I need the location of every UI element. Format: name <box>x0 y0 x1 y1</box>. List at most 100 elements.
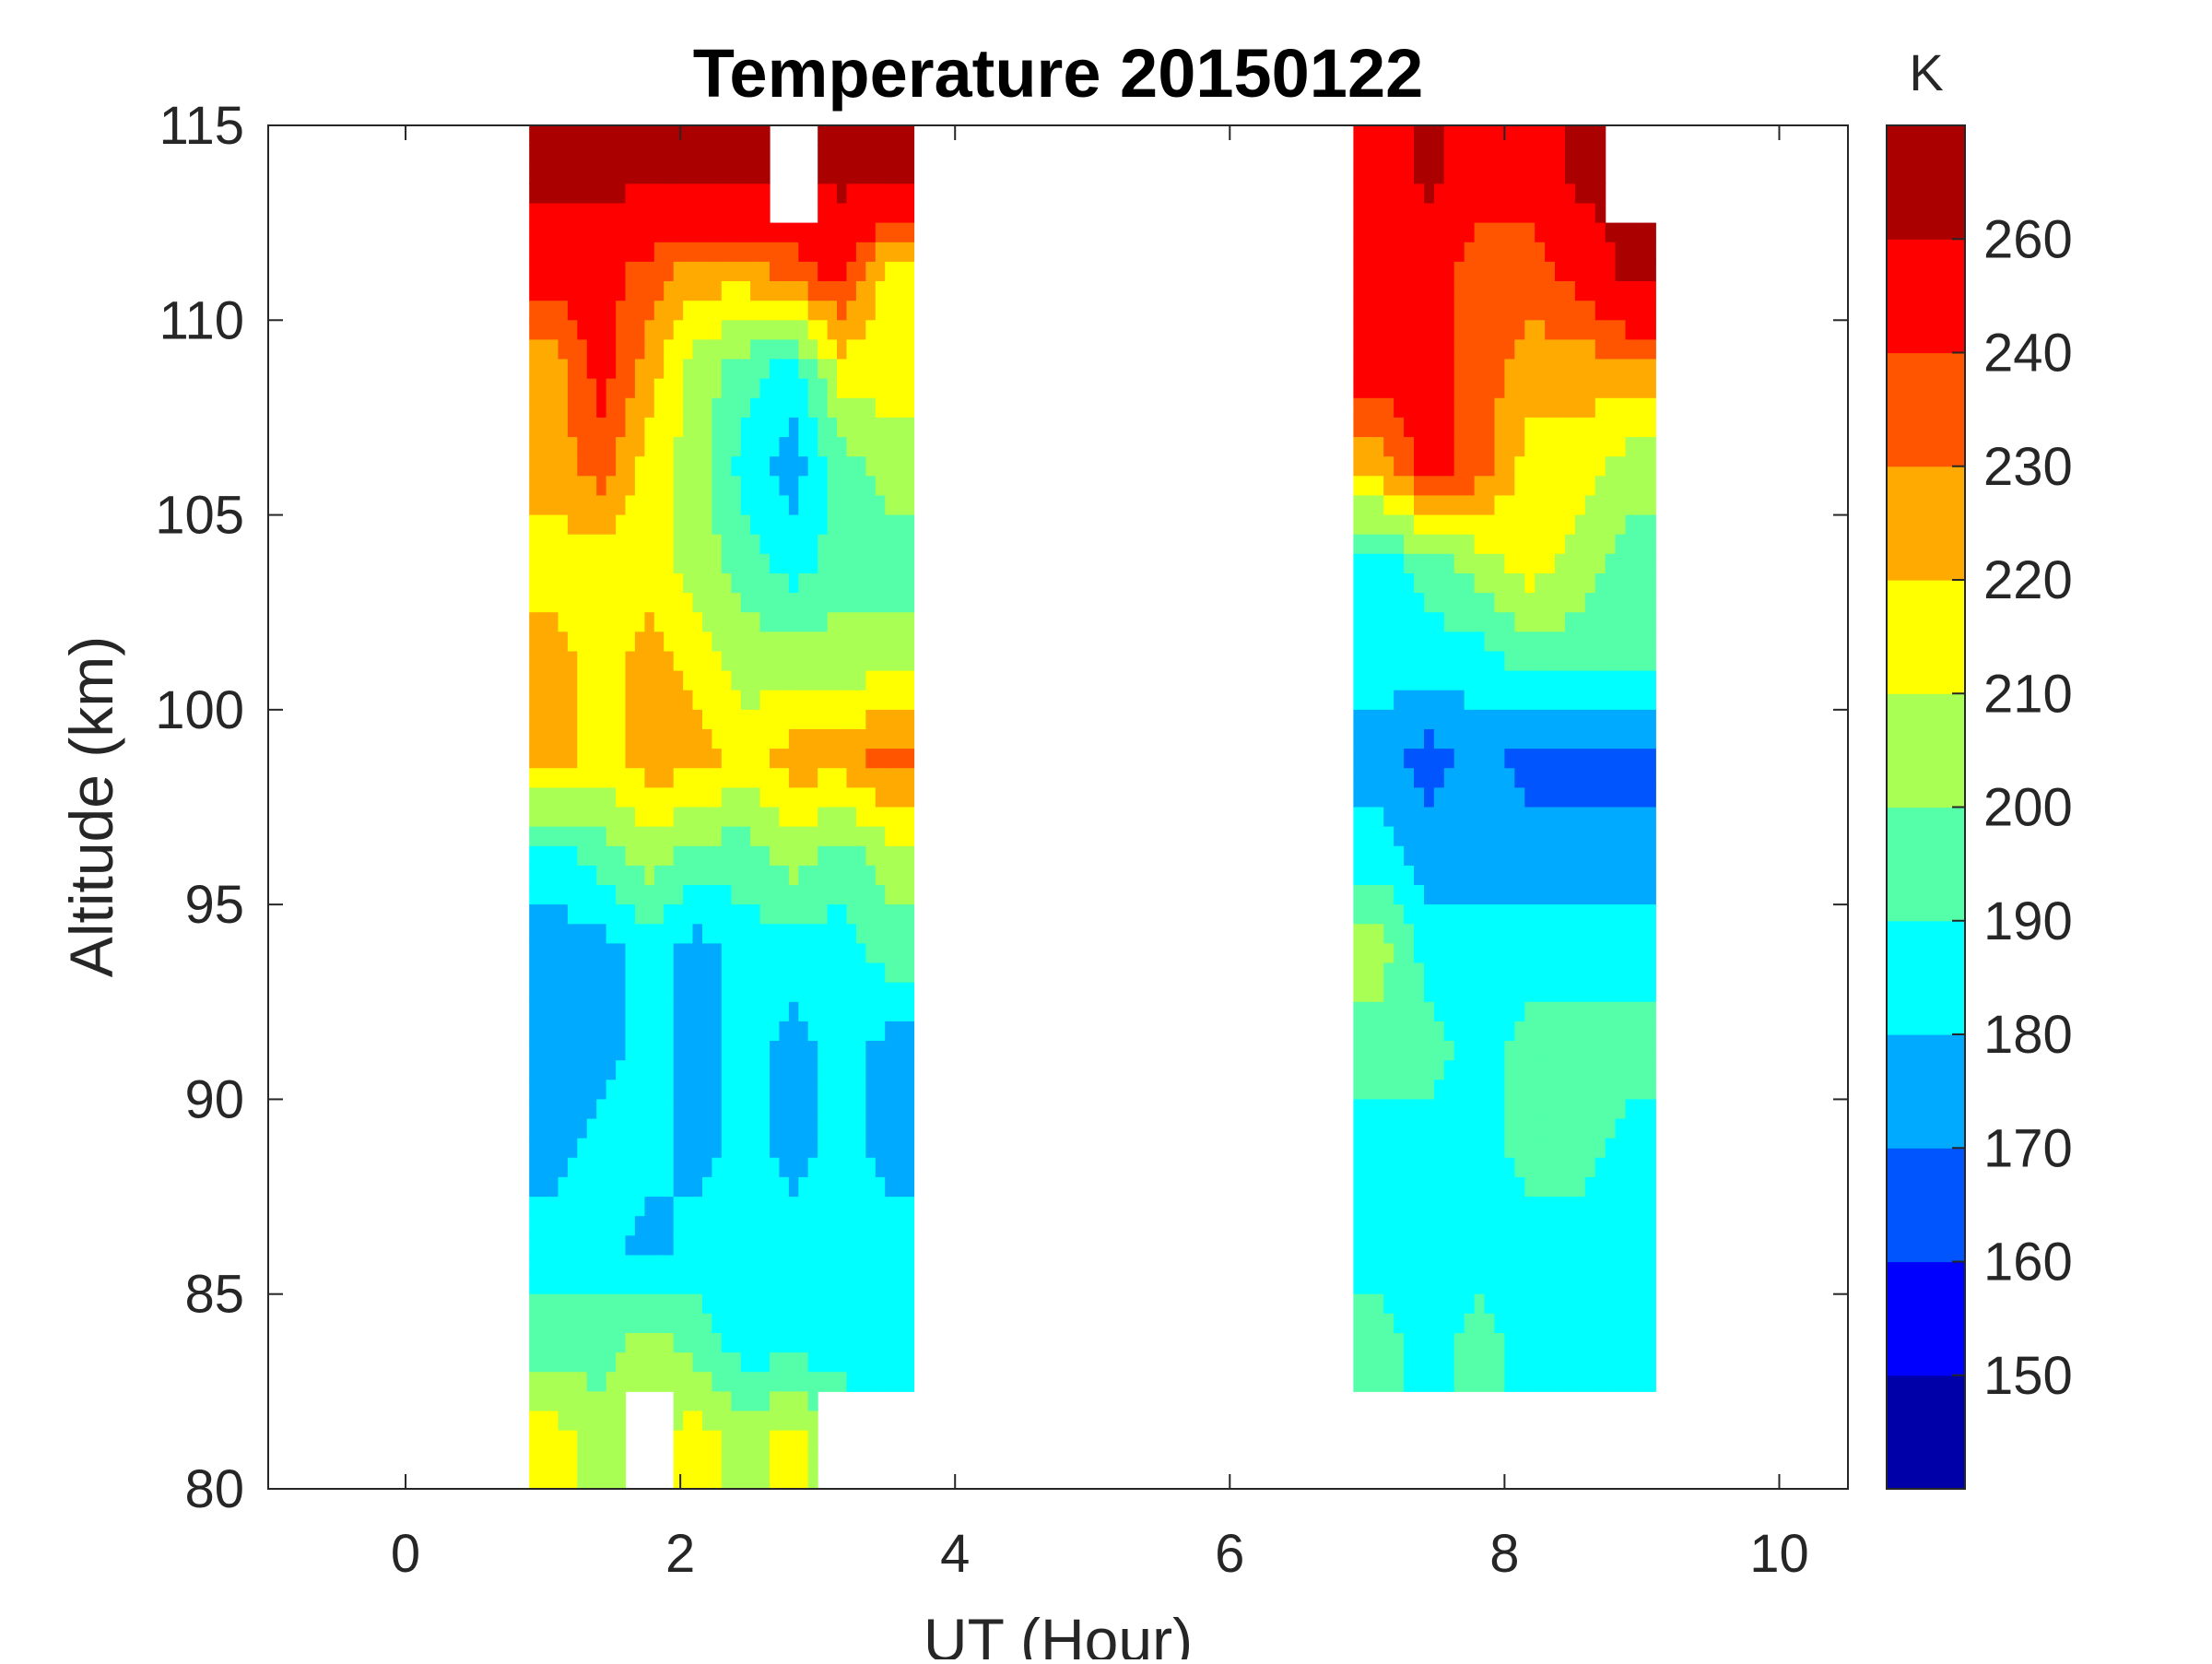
contour-cell <box>596 417 607 438</box>
contour-cell <box>1494 1041 1505 1061</box>
contour-cell <box>1353 125 1364 146</box>
contour-cell <box>1594 729 1606 749</box>
contour-cell <box>1373 729 1384 749</box>
contour-cell <box>702 651 712 672</box>
contour-cell <box>1645 651 1656 672</box>
contour-cell <box>1363 261 1374 282</box>
contour-cell <box>875 534 886 555</box>
contour-cell <box>837 320 847 340</box>
contour-cell <box>1645 456 1656 477</box>
contour-cell <box>875 281 886 301</box>
contour-cell <box>625 476 636 496</box>
contour-cell <box>865 1138 877 1159</box>
contour-cell <box>855 1157 866 1178</box>
contour-cell <box>683 1099 694 1120</box>
contour-cell <box>1555 807 1566 828</box>
contour-cell <box>1383 885 1394 905</box>
contour-cell <box>855 904 866 925</box>
contour-cell <box>1484 397 1495 419</box>
contour-cell <box>846 164 857 184</box>
contour-cell <box>798 359 809 380</box>
contour-cell <box>558 514 569 536</box>
contour-cell <box>1605 1274 1617 1295</box>
contour-cell <box>712 845 723 867</box>
contour-cell <box>606 145 617 165</box>
contour-cell <box>740 222 751 243</box>
contour-cell <box>653 553 665 574</box>
contour-cell <box>1383 709 1394 730</box>
contour-cell <box>1545 709 1556 730</box>
contour-cell <box>712 359 723 380</box>
contour-cell <box>577 1255 588 1276</box>
contour-cell <box>616 826 627 847</box>
contour-cell <box>865 514 877 536</box>
contour-cell <box>1565 553 1576 574</box>
contour-cell <box>1363 1333 1374 1353</box>
contour-cell <box>779 476 790 496</box>
contour-cell <box>673 222 684 243</box>
contour-cell <box>692 1235 703 1256</box>
contour-cell <box>798 1372 809 1392</box>
contour-cell <box>1574 670 1586 691</box>
contour-cell <box>770 359 780 380</box>
contour-cell <box>1545 670 1556 691</box>
contour-cell <box>1433 1293 1445 1315</box>
contour-cell <box>625 845 636 867</box>
contour-cell <box>1594 125 1606 146</box>
contour-cell <box>1625 242 1636 263</box>
contour-cell <box>1494 807 1505 828</box>
contour-cell <box>1363 1138 1374 1159</box>
contour-cell <box>1584 1001 1596 1022</box>
contour-cell <box>586 631 597 652</box>
contour-cell <box>1635 1333 1646 1353</box>
contour-cell <box>586 1138 597 1159</box>
contour-cell <box>1584 1138 1596 1159</box>
contour-cell <box>1394 573 1405 594</box>
contour-cell <box>1464 359 1476 380</box>
contour-cell <box>904 437 915 457</box>
contour-cell <box>721 1157 732 1178</box>
contour-cell <box>1625 749 1636 769</box>
contour-cell <box>807 397 818 419</box>
contour-cell <box>740 670 751 691</box>
contour-cell <box>779 962 790 984</box>
contour-cell <box>1605 631 1617 652</box>
contour-cell <box>664 514 675 536</box>
contour-cell <box>596 573 607 594</box>
contour-cell <box>702 1313 712 1334</box>
contour-cell <box>1484 1372 1495 1392</box>
contour-cell <box>1424 437 1435 457</box>
contour-cell <box>1504 749 1515 769</box>
contour-cell <box>529 203 540 224</box>
contour-cell <box>1433 261 1445 282</box>
contour-cell <box>1514 301 1525 321</box>
contour-cell <box>577 1313 588 1334</box>
contour-cell <box>855 962 866 984</box>
contour-cell <box>1383 1372 1394 1392</box>
contour-cell <box>1363 301 1374 321</box>
contour-cell <box>1394 203 1405 224</box>
contour-cell <box>1635 456 1646 477</box>
contour-cell <box>653 1333 665 1353</box>
contour-cell <box>1584 787 1596 808</box>
contour-cell <box>1453 670 1465 691</box>
contour-cell <box>818 904 829 925</box>
contour-cell <box>1565 1060 1576 1080</box>
contour-cell <box>904 807 915 828</box>
contour-cell <box>538 982 549 1003</box>
contour-cell <box>596 1197 607 1217</box>
contour-cell <box>818 281 829 301</box>
contour-cell <box>1414 1216 1425 1236</box>
contour-cell <box>1404 943 1415 964</box>
contour-cell <box>788 573 799 594</box>
contour-cell <box>1373 1060 1384 1080</box>
contour-cell <box>1524 1080 1535 1100</box>
contour-cell <box>885 378 896 399</box>
contour-cell <box>788 417 799 438</box>
contour-cell <box>770 1469 780 1490</box>
contour-cell <box>1645 709 1656 730</box>
contour-cell <box>875 1118 886 1139</box>
contour-cell <box>1484 514 1495 536</box>
contour-cell <box>577 593 588 613</box>
contour-cell <box>596 495 607 516</box>
